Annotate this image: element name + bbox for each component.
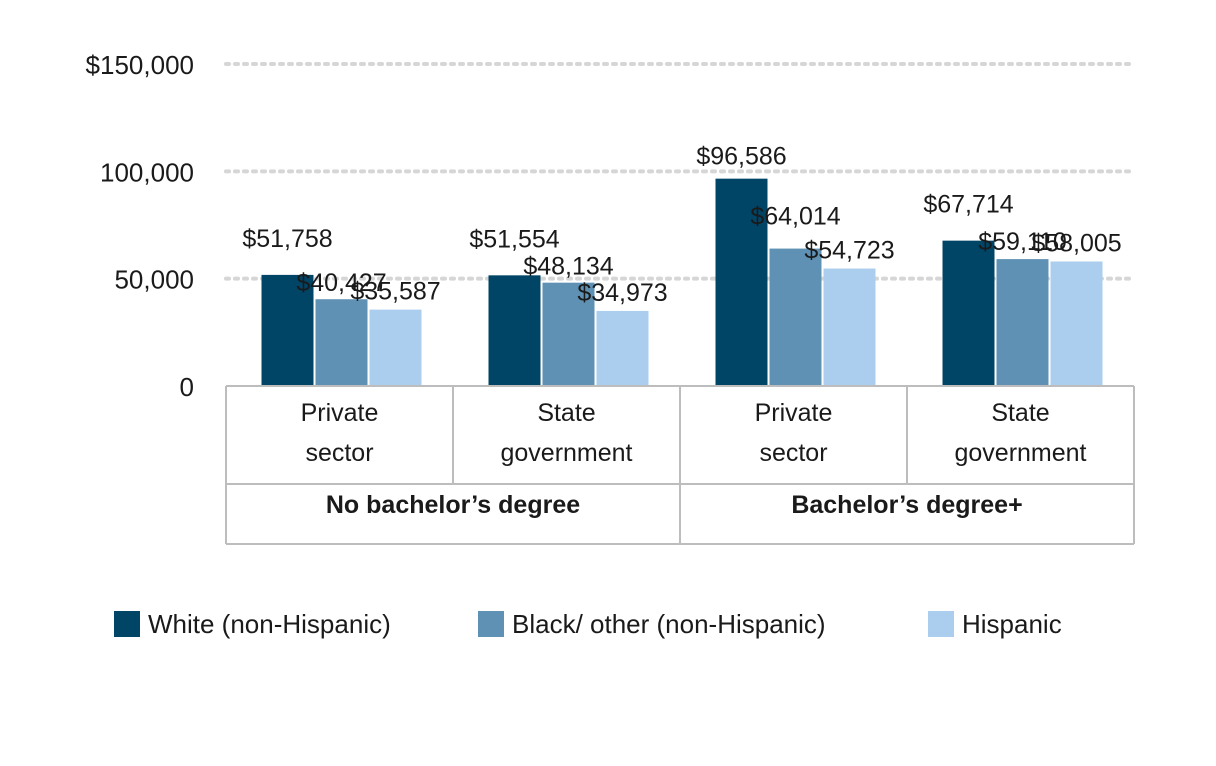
data-label: $51,758 — [242, 225, 332, 253]
bar — [823, 268, 876, 386]
category-label: Private — [301, 399, 379, 427]
category-label: government — [500, 439, 632, 467]
bar — [488, 275, 541, 386]
data-label: $51,554 — [469, 225, 559, 253]
data-label: $34,973 — [577, 279, 667, 307]
legend-label: Hispanic — [962, 609, 1062, 639]
category-label: sector — [305, 439, 373, 467]
category-label: Private — [755, 399, 833, 427]
bar — [942, 240, 995, 386]
bar — [1050, 261, 1103, 386]
category-label: government — [954, 439, 1086, 467]
bar — [715, 178, 768, 386]
legend-label: Black/ other (non-Hispanic) — [512, 609, 826, 639]
legend-swatch — [114, 611, 140, 637]
bar — [369, 309, 422, 386]
data-label: $96,586 — [696, 143, 786, 171]
data-label: $54,723 — [804, 237, 894, 265]
y-tick-label: 0 — [180, 372, 194, 402]
category-label: sector — [759, 439, 827, 467]
y-tick-label: $150,000 — [86, 50, 194, 80]
y-tick-label: 50,000 — [114, 265, 194, 295]
bar — [769, 248, 822, 386]
y-tick-label: 100,000 — [100, 157, 194, 187]
group-label: No bachelor’s degree — [326, 491, 580, 519]
bar — [315, 299, 368, 386]
data-label: $67,714 — [923, 191, 1013, 219]
legend-label: White (non-Hispanic) — [148, 609, 391, 639]
data-label: $40,427 — [296, 269, 386, 297]
bar — [261, 274, 314, 386]
data-label: $64,014 — [750, 203, 840, 231]
data-label: $58,005 — [1031, 229, 1121, 257]
bar — [596, 310, 649, 386]
category-label: State — [537, 399, 595, 427]
legend-swatch — [478, 611, 504, 637]
category-label: State — [991, 399, 1049, 427]
legend-swatch — [928, 611, 954, 637]
data-label: $35,587 — [350, 278, 440, 306]
group-label: Bachelor’s degree+ — [791, 491, 1022, 519]
data-label: $48,134 — [523, 253, 613, 281]
bar — [542, 282, 595, 386]
bar — [996, 259, 1049, 386]
data-label: $59,110 — [978, 228, 1067, 256]
